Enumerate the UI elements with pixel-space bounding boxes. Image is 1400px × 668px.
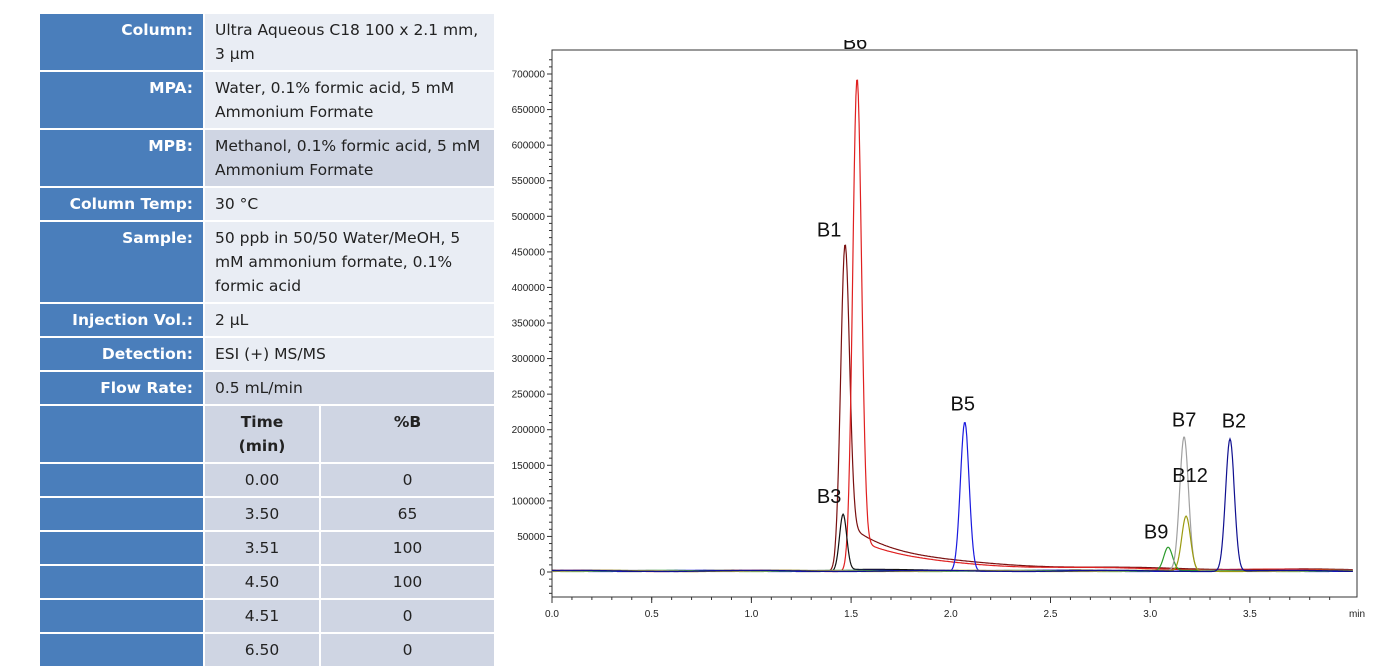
condition-label: MPA: xyxy=(38,70,205,130)
condition-value: Ultra Aqueous C18 100 x 2.1 mm, 3 µm xyxy=(203,12,496,72)
condition-value: 30 °C xyxy=(203,186,496,222)
empty-label xyxy=(38,404,205,464)
condition-row: Column: Ultra Aqueous C18 100 x 2.1 mm, 3… xyxy=(38,12,496,72)
empty-label xyxy=(38,462,205,498)
y-tick-label: 100000 xyxy=(512,496,546,507)
condition-value: 0.5 mL/min xyxy=(203,370,496,406)
gradient-percent-b: 100 xyxy=(319,530,496,566)
condition-label: Column Temp: xyxy=(38,186,205,222)
peak-label: B5 xyxy=(951,394,975,416)
empty-label xyxy=(38,632,205,668)
y-tick-label: 50000 xyxy=(517,532,545,543)
empty-label xyxy=(38,598,205,634)
gradient-percent-b: 65 xyxy=(319,496,496,532)
gradient-row: 4.50 100 xyxy=(38,564,496,600)
y-tick-label: 300000 xyxy=(512,354,546,365)
chromatogram: 0 50000 100000 150000 200000 250000 300000 3500… xyxy=(512,40,1365,620)
empty-label xyxy=(38,496,205,532)
condition-label: MPB: xyxy=(38,128,205,188)
condition-row: Detection: ESI (+) MS/MS xyxy=(38,336,496,372)
y-tick-label: 650000 xyxy=(512,105,546,116)
y-tick-label: 450000 xyxy=(512,247,546,258)
trace-b2 xyxy=(551,437,1353,573)
condition-value: 50 ppb in 50/50 Water/MeOH, 5 mM ammoniu… xyxy=(203,220,496,304)
trace-b12 xyxy=(552,515,1353,573)
gradient-header-b: %B xyxy=(319,404,496,464)
condition-row: Injection Vol.: 2 µL xyxy=(38,302,496,338)
condition-label: Sample: xyxy=(38,220,205,304)
y-tick-label: 400000 xyxy=(512,283,546,294)
y-tick-label: 550000 xyxy=(512,176,546,187)
y-tick-label: 600000 xyxy=(512,141,546,152)
gradient-row: 6.50 0 xyxy=(38,632,496,668)
x-tick-label: 2.0 xyxy=(944,609,958,620)
condition-row: Sample: 50 ppb in 50/50 Water/MeOH, 5 mM … xyxy=(38,220,496,304)
condition-value: Water, 0.1% formic acid, 5 mM Ammonium F… xyxy=(203,70,496,130)
gradient-time: 3.51 xyxy=(203,530,321,566)
peak-label: B7 xyxy=(1172,409,1196,431)
peak-label: B12 xyxy=(1172,465,1208,487)
y-tick-label: 0 xyxy=(539,568,545,579)
condition-row: Column Temp: 30 °C xyxy=(38,186,496,222)
condition-row: MPB: Methanol, 0.1% formic acid, 5 mM Amm… xyxy=(38,128,496,188)
condition-row: MPA: Water, 0.1% formic acid, 5 mM Ammoni… xyxy=(38,70,496,130)
y-tick-label: 350000 xyxy=(512,319,546,330)
gradient-row: 0.00 0 xyxy=(38,462,496,498)
condition-label: Detection: xyxy=(38,336,205,372)
x-tick-label: 1.0 xyxy=(744,609,758,620)
x-tick-label: 2.5 xyxy=(1044,609,1058,620)
condition-label: Injection Vol.: xyxy=(38,302,205,338)
condition-value: ESI (+) MS/MS xyxy=(203,336,496,372)
trace-b3 xyxy=(552,513,1353,573)
y-tick-label: 150000 xyxy=(512,461,546,472)
condition-label: Column: xyxy=(38,12,205,72)
peak-label: B6 xyxy=(843,40,867,54)
peak-label: B3 xyxy=(817,486,841,508)
y-tick-label: 200000 xyxy=(512,425,546,436)
x-tick-label: 3.5 xyxy=(1243,609,1257,620)
y-tick-label: 250000 xyxy=(512,390,546,401)
peak-label: B9 xyxy=(1144,522,1168,544)
gradient-header-row: Time (min) %B xyxy=(38,404,496,464)
gradient-header-time: Time (min) xyxy=(203,404,321,464)
condition-value: Methanol, 0.1% formic acid, 5 mM Ammoniu… xyxy=(203,128,496,188)
condition-label: Flow Rate: xyxy=(38,370,205,406)
trace-b5 xyxy=(552,422,1353,573)
gradient-percent-b: 0 xyxy=(319,598,496,634)
method-conditions-table: Column: Ultra Aqueous C18 100 x 2.1 mm, 3… xyxy=(38,12,496,668)
gradient-time: 3.50 xyxy=(203,496,321,532)
peak-label: B1 xyxy=(817,220,841,242)
y-tick-label: 500000 xyxy=(512,212,546,223)
gradient-row: 3.50 65 xyxy=(38,496,496,532)
gradient-percent-b: 0 xyxy=(319,632,496,668)
empty-label xyxy=(38,564,205,600)
x-tick-label: 3.0 xyxy=(1143,609,1157,620)
empty-label xyxy=(38,530,205,566)
condition-value: 2 µL xyxy=(203,302,496,338)
trace-b6 xyxy=(551,79,1353,573)
peak-label: B2 xyxy=(1222,411,1246,433)
gradient-time: 0.00 xyxy=(203,462,321,498)
x-tick-label: 0.0 xyxy=(545,609,559,620)
condition-row: Flow Rate: 0.5 mL/min xyxy=(38,370,496,406)
gradient-time: 4.50 xyxy=(203,564,321,600)
gradient-percent-b: 0 xyxy=(319,462,496,498)
x-tick-label: 0.5 xyxy=(645,609,659,620)
gradient-time: 4.51 xyxy=(203,598,321,634)
gradient-percent-b: 100 xyxy=(319,564,496,600)
y-tick-label: 700000 xyxy=(512,70,546,81)
x-axis-unit: min xyxy=(1349,609,1365,620)
gradient-row: 4.51 0 xyxy=(38,598,496,634)
gradient-time: 6.50 xyxy=(203,632,321,668)
x-tick-label: 1.5 xyxy=(844,609,858,620)
gradient-row: 3.51 100 xyxy=(38,530,496,566)
